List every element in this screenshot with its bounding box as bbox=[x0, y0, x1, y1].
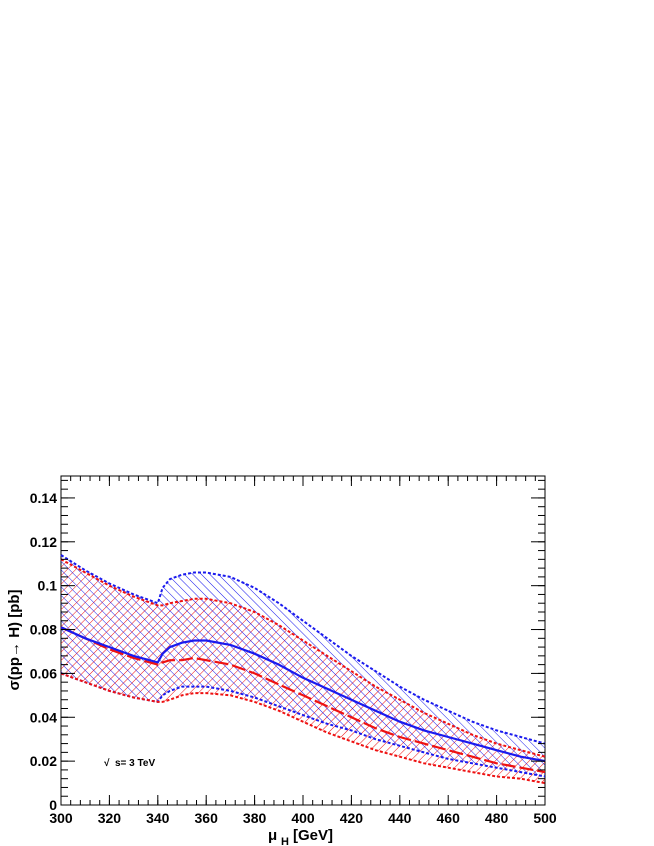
y-tick-label: 0.1 bbox=[38, 578, 58, 594]
blue-band bbox=[61, 555, 545, 777]
curves bbox=[60, 554, 546, 785]
x-axis-title-sub: H bbox=[281, 836, 289, 846]
x-axis-title-unit: [GeV] bbox=[293, 827, 333, 844]
red-central-line bbox=[60, 626, 546, 774]
y-tick-label: 0.04 bbox=[30, 709, 57, 725]
axes: 300 320 340 360 380 400 420 440 460 480 500 0 0.02 0.… bbox=[30, 476, 557, 826]
x-tick-label: 300 bbox=[49, 810, 73, 826]
red-upper-edge bbox=[60, 558, 546, 758]
uncertainty-bands bbox=[61, 555, 545, 784]
x-tick-label: 400 bbox=[291, 810, 315, 826]
blue-central-line bbox=[60, 626, 546, 763]
x-tick-label: 500 bbox=[533, 810, 557, 826]
x-tick-label: 380 bbox=[243, 810, 267, 826]
y-tick-label: 0.06 bbox=[30, 665, 57, 681]
y-tick-label: 0 bbox=[49, 797, 57, 813]
y-tick-label: 0.14 bbox=[30, 490, 57, 506]
energy-annotation: s= 3 TeV bbox=[115, 758, 155, 769]
x-tick-label: 340 bbox=[146, 810, 170, 826]
x-tick-label: 460 bbox=[437, 810, 461, 826]
sqrt-symbol: √ bbox=[104, 758, 110, 769]
y-axis-title: σ(pp→ H) [pb] bbox=[6, 589, 23, 690]
x-axis-title-main: μ bbox=[268, 827, 277, 844]
x-tick-label: 480 bbox=[485, 810, 509, 826]
y-tick-label: 0.02 bbox=[30, 753, 57, 769]
x-tick-label: 360 bbox=[195, 810, 219, 826]
y-tick-label: 0.08 bbox=[30, 622, 57, 638]
y-tick-label: 0.12 bbox=[30, 534, 57, 550]
x-tick-label: 320 bbox=[98, 810, 122, 826]
red-lower-edge bbox=[60, 672, 546, 785]
x-tick-label: 440 bbox=[388, 810, 412, 826]
x-tick-label: 420 bbox=[340, 810, 364, 826]
